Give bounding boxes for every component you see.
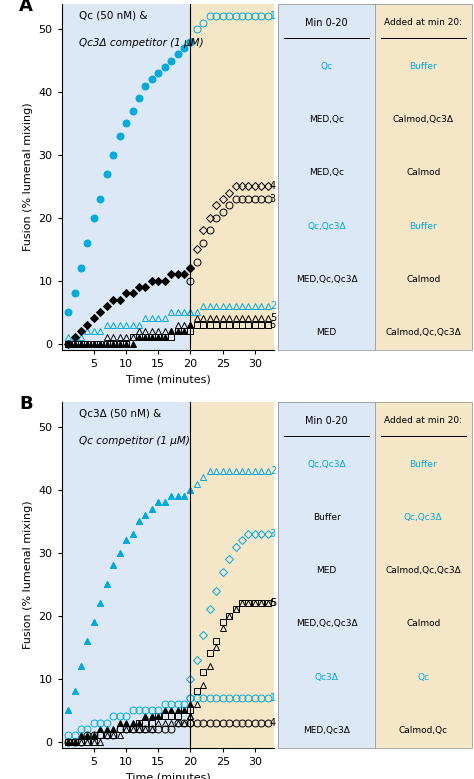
Text: Calmod,Qc,Qc3Δ: Calmod,Qc,Qc3Δ — [385, 328, 461, 337]
Text: Added at min 20:: Added at min 20: — [384, 18, 462, 26]
Text: Qc competitor (1 μM): Qc competitor (1 μM) — [79, 436, 190, 446]
Text: Calmod: Calmod — [406, 619, 440, 629]
Text: MED,Qc,Qc3Δ: MED,Qc,Qc3Δ — [296, 275, 357, 284]
Bar — [278, 4, 375, 350]
Text: Calmod,Qc,Qc3Δ: Calmod,Qc,Qc3Δ — [385, 566, 461, 575]
Text: 4: 4 — [270, 717, 276, 728]
Text: Min 0-20: Min 0-20 — [305, 18, 348, 28]
Text: Qc,Qc3Δ: Qc,Qc3Δ — [307, 221, 346, 231]
Text: MED,Qc: MED,Qc — [309, 168, 344, 178]
Text: Calmod,Qc3Δ: Calmod,Qc3Δ — [393, 115, 454, 124]
Bar — [62, 402, 191, 748]
Text: 3: 3 — [270, 194, 276, 204]
Bar — [191, 4, 274, 350]
Text: Qc3Δ competitor (1 μM): Qc3Δ competitor (1 μM) — [79, 38, 203, 48]
Text: Added at min 20:: Added at min 20: — [384, 416, 462, 425]
Bar — [62, 4, 191, 350]
Text: Calmod,Qc: Calmod,Qc — [399, 726, 448, 735]
Text: B: B — [19, 395, 33, 413]
Bar — [375, 402, 472, 748]
Text: Qc: Qc — [320, 62, 333, 71]
Text: 2: 2 — [270, 301, 276, 311]
Text: Calmod: Calmod — [406, 275, 440, 284]
Text: Qc (50 nM) &: Qc (50 nM) & — [79, 11, 147, 21]
Text: 2: 2 — [270, 466, 276, 476]
Y-axis label: Fusion (% lumenal mixing): Fusion (% lumenal mixing) — [23, 501, 33, 649]
Text: MED,Qc,Qc3Δ: MED,Qc,Qc3Δ — [296, 619, 357, 629]
Text: Buffer: Buffer — [410, 460, 437, 469]
Text: 6: 6 — [270, 598, 276, 608]
Text: Qc3Δ: Qc3Δ — [315, 673, 338, 682]
X-axis label: Time (minutes): Time (minutes) — [126, 773, 210, 779]
Text: 6: 6 — [270, 319, 276, 330]
Text: MED: MED — [317, 566, 337, 575]
Text: Min 0-20: Min 0-20 — [305, 416, 348, 425]
Bar — [278, 402, 375, 748]
Text: Qc: Qc — [417, 673, 429, 682]
Text: MED: MED — [317, 328, 337, 337]
Text: Qc3Δ (50 nM) &: Qc3Δ (50 nM) & — [79, 409, 161, 419]
Text: 5: 5 — [270, 598, 276, 608]
Text: 1: 1 — [270, 693, 276, 703]
Text: Qc,Qc3Δ: Qc,Qc3Δ — [307, 460, 346, 469]
Text: 3: 3 — [270, 529, 276, 539]
Text: MED,Qc: MED,Qc — [309, 115, 344, 124]
Text: Buffer: Buffer — [410, 221, 437, 231]
Text: Buffer: Buffer — [313, 513, 340, 522]
Bar — [375, 4, 472, 350]
Text: A: A — [19, 0, 33, 15]
Text: Qc,Qc3Δ: Qc,Qc3Δ — [404, 513, 443, 522]
Bar — [191, 402, 274, 748]
Text: 4: 4 — [270, 182, 276, 192]
Text: MED,Qc3Δ: MED,Qc3Δ — [303, 726, 350, 735]
Text: 1: 1 — [270, 12, 276, 22]
X-axis label: Time (minutes): Time (minutes) — [126, 375, 210, 385]
Text: Buffer: Buffer — [410, 62, 437, 71]
Text: Calmod: Calmod — [406, 168, 440, 178]
Text: 5: 5 — [270, 313, 276, 323]
Y-axis label: Fusion (% lumenal mixing): Fusion (% lumenal mixing) — [23, 103, 33, 251]
